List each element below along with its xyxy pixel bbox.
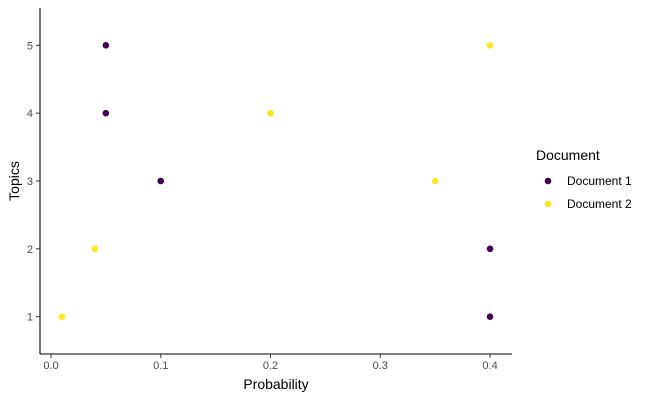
y-tick-label: 5 [27, 40, 33, 52]
data-point-document-2 [486, 42, 494, 49]
y-tick-label: 1 [27, 312, 33, 324]
y-axis-title: Topics [6, 161, 22, 201]
y-tick-label: 3 [27, 176, 33, 188]
x-tick-label: 0.2 [263, 360, 278, 372]
legend-label: Document 1 [567, 174, 632, 188]
legend-key [544, 200, 552, 208]
data-point-document-1 [102, 109, 110, 117]
data-point-document-2 [431, 177, 439, 185]
legend-label: Document 2 [567, 197, 632, 211]
y-axis-ticks: 1 2 3 4 5 [27, 40, 40, 324]
x-tick-label: 0.0 [43, 360, 58, 372]
x-axis-ticks: 0.0 0.1 0.2 0.3 0.4 [43, 354, 498, 372]
axes [39, 8, 512, 355]
y-tick-label: 4 [27, 108, 33, 120]
legend-items: Document 1 Document 2 [544, 174, 632, 211]
data-point-document-1 [486, 245, 494, 253]
y-tick-label: 2 [27, 244, 33, 256]
data-point-document-2 [267, 109, 274, 117]
data-point-document-1 [157, 177, 165, 185]
data-point-document-1 [102, 42, 110, 49]
x-axis-title: Probability [243, 376, 308, 392]
legend: Document Document 1 Document 2 [536, 147, 632, 211]
x-tick-label: 0.4 [482, 360, 497, 372]
legend-title: Document [536, 147, 600, 163]
data-point-document-1 [486, 313, 494, 320]
legend-key [544, 177, 552, 185]
x-tick-label: 0.1 [153, 360, 168, 372]
data-point-document-2 [58, 313, 66, 320]
data-point-document-2 [91, 245, 99, 253]
plot-area [58, 42, 494, 320]
x-tick-label: 0.3 [373, 360, 388, 372]
